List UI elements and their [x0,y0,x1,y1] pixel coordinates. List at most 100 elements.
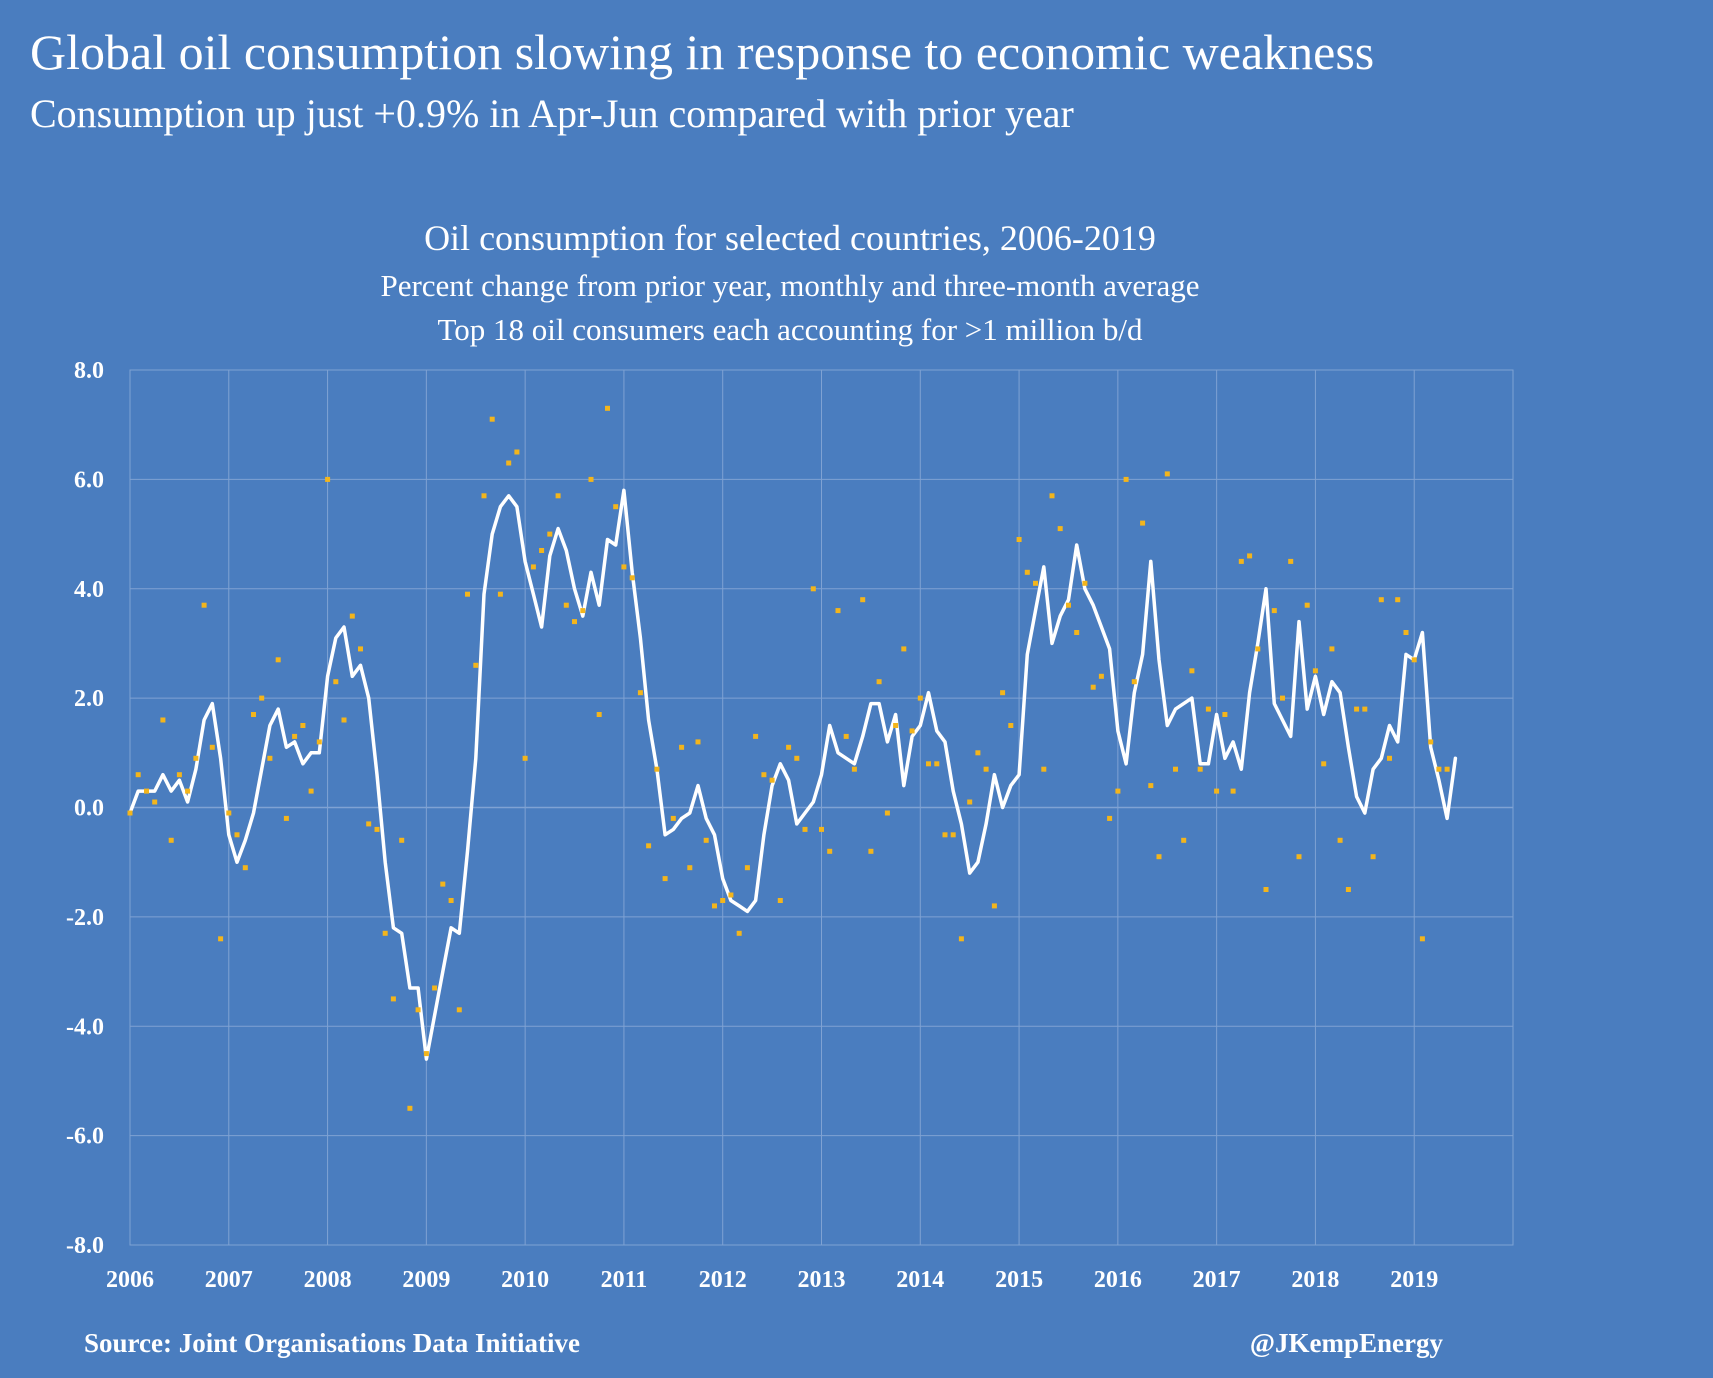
monthly-point [893,723,899,728]
x-tick-label: 2008 [304,1267,352,1293]
monthly-point [1337,837,1343,843]
monthly-point [135,772,141,778]
monthly-point [835,608,841,614]
monthly-point [1378,597,1384,603]
x-tick-label: 2016 [1094,1267,1142,1293]
monthly-point [440,881,446,887]
monthly-point [753,733,759,739]
monthly-point [333,679,339,685]
grid-lines [129,369,1513,1246]
monthly-point [629,575,635,581]
monthly-point [1370,854,1376,860]
monthly-point [489,416,495,422]
x-tick-label: 2014 [896,1267,944,1293]
monthly-point [646,843,652,849]
monthly-point [1312,668,1318,674]
monthly-point [399,837,405,843]
monthly-point [308,788,314,794]
monthly-point [654,766,660,772]
monthly-point [423,1051,429,1057]
monthly-point [1189,668,1195,674]
monthly-point [884,810,890,816]
monthly-point [415,1007,421,1013]
monthly-point [1271,608,1277,614]
monthly-point [802,826,808,832]
monthly-point [1428,739,1434,745]
source-note: Source: Joint Organisations Data Initiat… [84,1328,580,1358]
monthly-point [267,755,273,761]
monthly-point [1345,887,1351,892]
monthly-point [1082,580,1088,586]
monthly-point [637,690,643,696]
monthly-point [827,848,833,854]
monthly-point [572,619,577,625]
monthly-point [432,985,438,991]
monthly-point [341,717,347,723]
monthly-point [580,608,586,614]
monthly-point [547,531,553,537]
monthly-point [218,936,224,942]
x-axis-ticks: 2006 2007 2008 2009 2010 2011 2012 2013 2014 2015… [106,1267,1438,1293]
monthly-point [1066,602,1071,608]
monthly-point [300,723,306,728]
monthly-point [695,739,701,745]
monthly-point [1016,537,1022,542]
monthly-point [975,750,981,756]
monthly-point [152,799,158,805]
monthly-point [1115,788,1121,794]
y-tick-label: 0.0 [74,796,104,822]
monthly-point [596,712,602,717]
author-credit: @JKempEnergy [1250,1328,1444,1358]
monthly-point [1008,723,1014,728]
monthly-point [860,597,866,603]
monthly-point [794,755,800,761]
monthly-point [983,766,989,772]
monthly-point [1247,553,1253,559]
monthly-point [1288,558,1294,564]
monthly-point [316,739,322,745]
monthly-point [950,832,956,838]
monthly-point [876,679,882,685]
monthly-point [1280,695,1285,701]
monthly-point [390,996,396,1002]
monthly-point [251,712,256,717]
monthly-point [736,930,742,936]
monthly-point [1387,755,1392,761]
monthly-point [1362,706,1368,712]
monthly-point [374,826,380,832]
y-tick-label: 6.0 [74,467,104,493]
x-tick-label: 2011 [601,1267,648,1293]
monthly-point [909,728,915,734]
monthly-point [456,1007,462,1013]
x-tick-label: 2009 [402,1267,450,1293]
y-tick-label: 2.0 [74,686,104,712]
monthly-point [1164,471,1170,477]
monthly-point [539,548,545,553]
monthly-point [465,591,470,597]
monthly-point [127,810,133,816]
monthly-point [662,876,668,882]
y-axis-ticks: 8.0 6.0 4.0 2.0 0.0 -2.0 -4.0 -6.0 -8.0 [66,358,104,1259]
monthly-point [1411,657,1417,663]
monthly-point [1024,569,1030,575]
monthly-point [563,602,569,608]
y-tick-label: -4.0 [66,1014,104,1040]
monthly-point [744,865,750,871]
x-tick-label: 2017 [1193,1267,1241,1293]
monthly-point [555,493,561,499]
x-tick-label: 2018 [1291,1267,1339,1293]
monthly-point [1181,837,1187,843]
monthly-point [292,733,298,739]
monthly-point [407,1105,413,1111]
x-tick-label: 2012 [699,1267,747,1293]
monthly-point [1197,766,1203,772]
subheadline: Consumption up just +0.9% in Apr-Jun com… [30,91,1074,136]
monthly-point [1090,684,1096,690]
monthly-point [1354,706,1360,712]
monthly-point [712,903,717,909]
monthly-point [917,695,923,701]
monthly-point [810,586,816,592]
monthly-point [1041,766,1047,772]
monthly-point [687,865,693,871]
